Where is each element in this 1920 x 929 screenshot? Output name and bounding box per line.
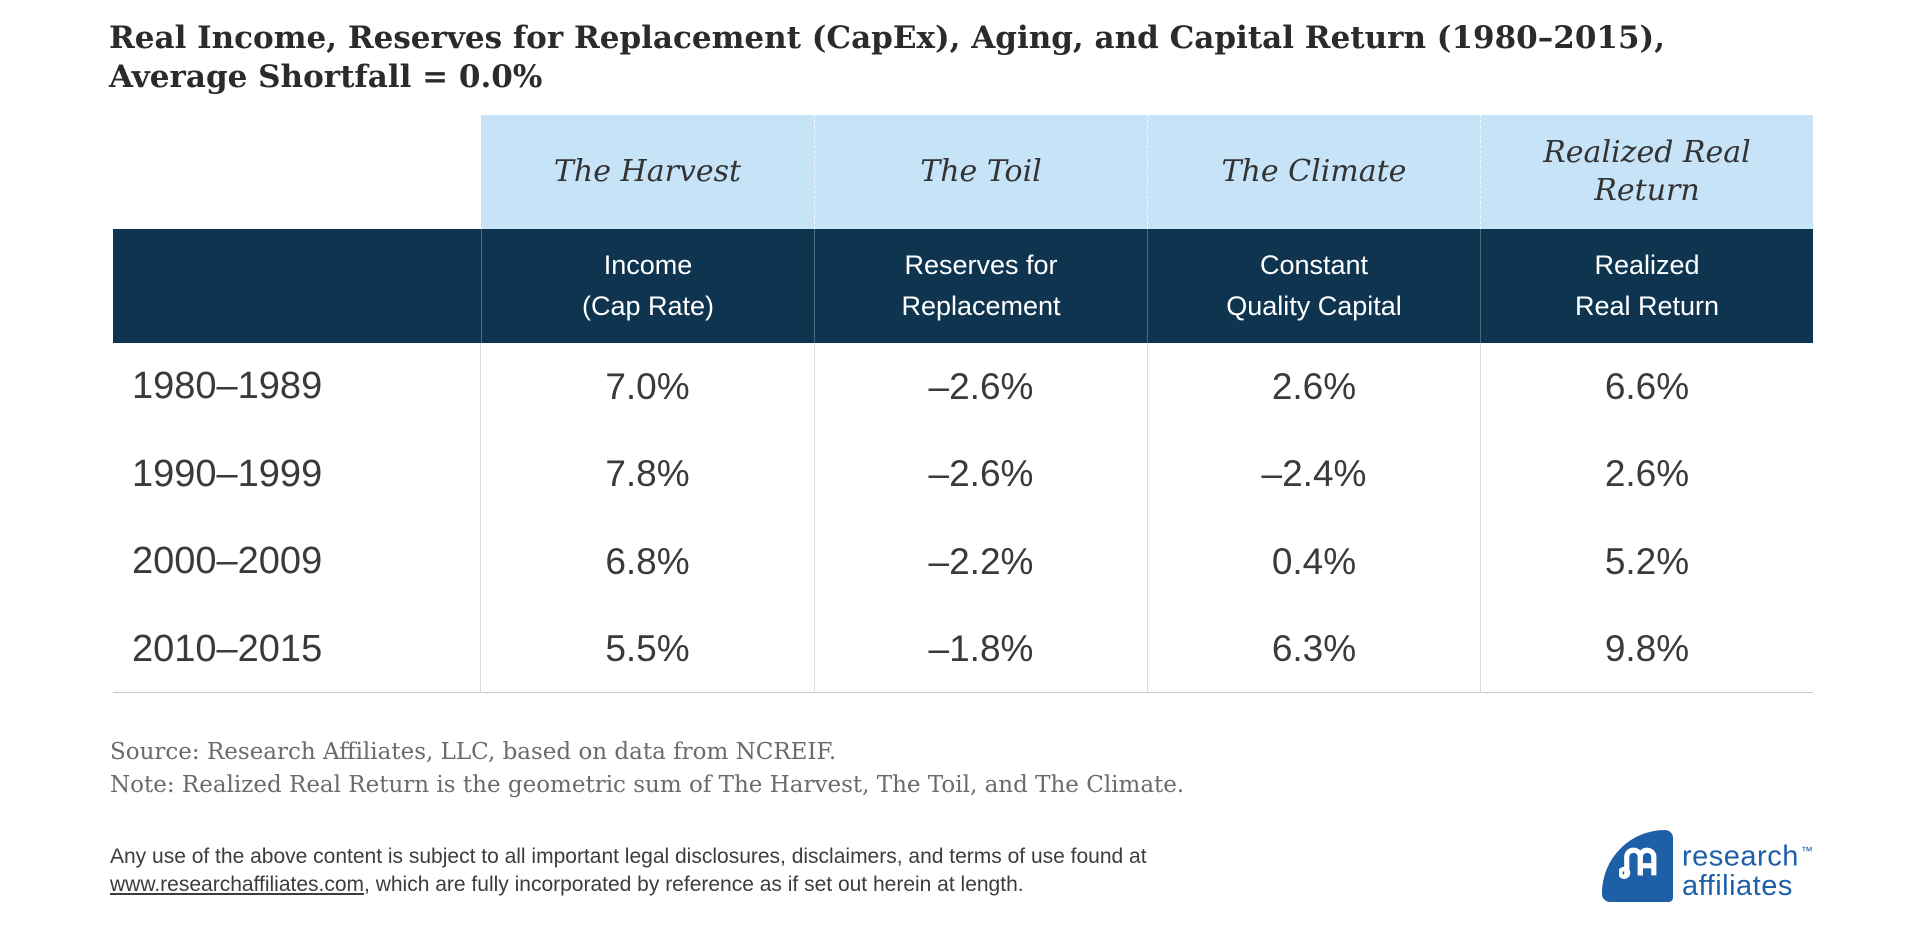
column-header-income-cap-rate: Income (Cap Rate) bbox=[481, 229, 814, 343]
column-header-row: Income (Cap Rate) Reserves for Replaceme… bbox=[113, 229, 1813, 343]
column-header-reserves-for-replacement: Reserves for Replacement bbox=[814, 229, 1147, 343]
row-label: 1980–1989 bbox=[113, 343, 481, 431]
table-body: 1980–1989 7.0% –2.6% 2.6% 6.6% 1990–1999… bbox=[113, 343, 1813, 693]
value-cell: 6.8% bbox=[605, 540, 690, 582]
value-cell: 7.0% bbox=[605, 365, 690, 407]
value-cell: 9.8% bbox=[1480, 605, 1813, 693]
value-cell: –2.6% bbox=[814, 430, 1147, 518]
legal-line-1: Any use of the above content is subject … bbox=[110, 845, 1147, 868]
table-row-2000-2009: 2000–2009 6.8% –2.2% 0.4% 5.2% bbox=[113, 518, 1813, 606]
value-cell: 5.5% bbox=[605, 628, 690, 670]
value-cell: 2.6% bbox=[1480, 430, 1813, 518]
notes-block: Source: Research Affiliates, LLC, based … bbox=[110, 736, 1184, 802]
ra-wordmark: research ™ affiliates bbox=[1682, 837, 1813, 902]
table-row-2010-2015: 2010–2015 5.5% –1.8% 6.3% 9.8% bbox=[113, 605, 1813, 693]
group-header-row: The Harvest The Toil The Climate Realize… bbox=[481, 115, 1813, 229]
value-cell: –2.2% bbox=[814, 518, 1147, 606]
row-label: 2000–2009 bbox=[113, 518, 481, 606]
group-header-the-climate: The Climate bbox=[1147, 115, 1480, 229]
column-header-spacer bbox=[113, 229, 481, 343]
legal-line-2-rest: , which are fully incorporated by refere… bbox=[364, 873, 1024, 896]
column-header-constant-quality-capital: Constant Quality Capital bbox=[1147, 229, 1480, 343]
wordmark-affiliates: affiliates bbox=[1682, 869, 1793, 902]
title-line-2: Average Shortfall = 0.0% bbox=[109, 59, 543, 95]
row-label: 1990–1999 bbox=[113, 430, 481, 518]
value-cell: 6.3% bbox=[1147, 605, 1480, 693]
trademark-symbol: ™ bbox=[1800, 844, 1814, 858]
table-row-1980-1989: 1980–1989 7.0% –2.6% 2.6% 6.6% bbox=[113, 343, 1813, 431]
value-cell: 6.6% bbox=[1480, 343, 1813, 431]
ra-logo: research ™ affiliates bbox=[1602, 830, 1813, 902]
legal-link[interactable]: www.researchaffiliates.com bbox=[110, 873, 365, 896]
source-text: Source: Research Affiliates, LLC, based … bbox=[110, 739, 837, 765]
group-header-the-harvest: The Harvest bbox=[553, 154, 742, 189]
page-title: Real Income, Reserves for Replacement (C… bbox=[109, 19, 1729, 97]
value-cell: 2.6% bbox=[1147, 343, 1480, 431]
wordmark-research: research bbox=[1682, 840, 1799, 873]
row-label: 2010–2015 bbox=[113, 605, 481, 693]
title-line-1: Real Income, Reserves for Replacement (C… bbox=[109, 20, 1665, 56]
column-header-realized-real-return: Realized Real Return bbox=[1480, 229, 1813, 343]
data-table: The Harvest The Toil The Climate Realize… bbox=[113, 115, 1813, 693]
wordmark-line-1: research ™ bbox=[1682, 837, 1813, 872]
legal-line-2: www.researchaffiliates.com, which are fu… bbox=[110, 871, 1147, 899]
table-row-1990-1999: 1990–1999 7.8% –2.6% –2.4% 2.6% bbox=[113, 430, 1813, 518]
ra-monogram-icon bbox=[1619, 847, 1657, 879]
legal-text: Any use of the above content is subject … bbox=[110, 843, 1147, 899]
group-header-realized-real-return: Realized Real Return bbox=[1480, 115, 1813, 229]
value-cell: 7.8% bbox=[605, 453, 690, 495]
value-cell: –2.4% bbox=[1147, 430, 1480, 518]
ra-logo-mark bbox=[1602, 830, 1673, 902]
value-cell: –2.6% bbox=[814, 343, 1147, 431]
note-text: Note: Realized Real Return is the geomet… bbox=[110, 772, 1185, 798]
value-cell: –1.8% bbox=[814, 605, 1147, 693]
value-cell: 5.2% bbox=[1480, 518, 1813, 606]
group-header-the-toil: The Toil bbox=[814, 115, 1147, 229]
value-cell: 0.4% bbox=[1147, 518, 1480, 606]
